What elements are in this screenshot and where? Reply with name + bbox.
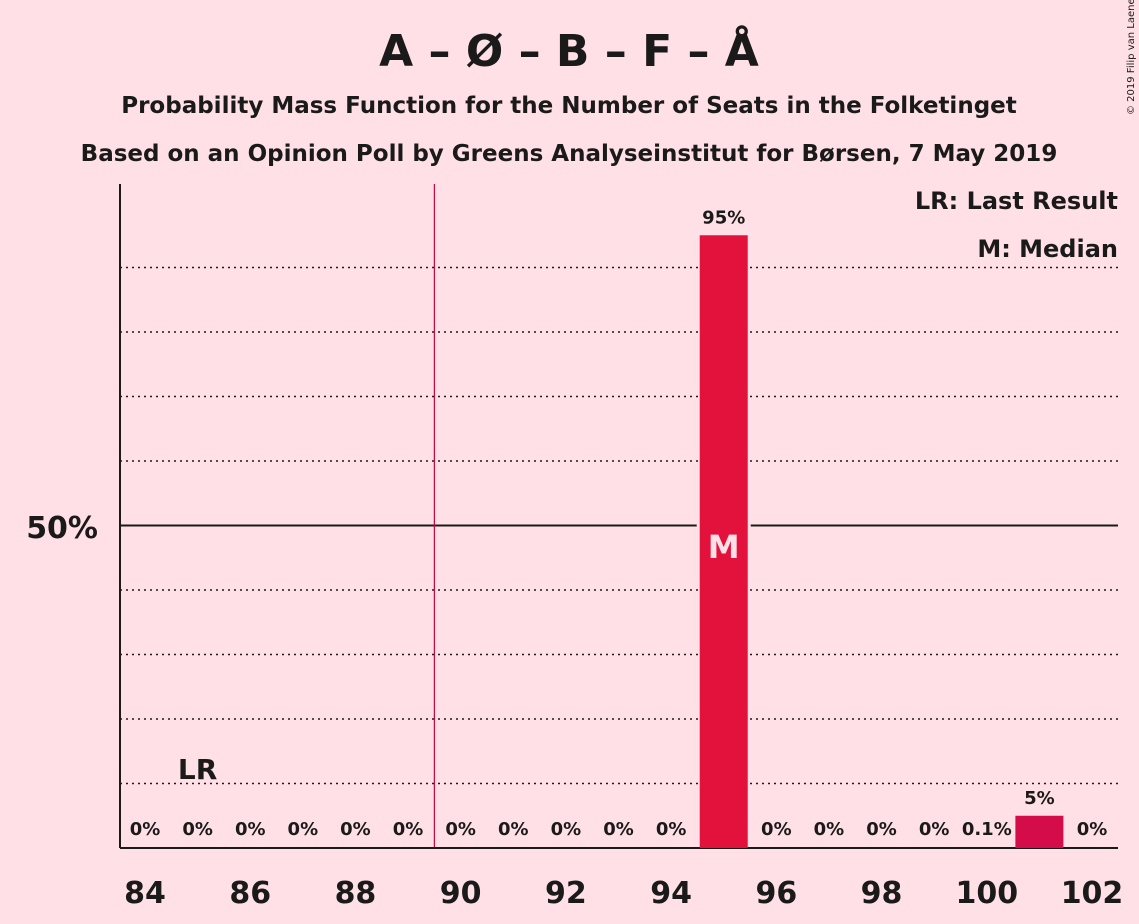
bar-label-84: 0% [130,819,161,840]
bar-label-85: 0% [182,819,213,840]
bar-label-102: 0% [1077,819,1108,840]
chart-subtitle-1: Probability Mass Function for the Number… [121,93,1017,119]
chart-title: A – Ø – B – F – Å [379,24,759,77]
x-tick-label-84: 84 [124,876,166,911]
bars [696,235,1064,848]
bar-label-92: 0% [551,819,582,840]
grid-lines [119,184,1118,849]
x-tick-label-94: 94 [650,876,692,911]
bar-label-96: 0% [761,819,792,840]
bar-label-95: 95% [702,207,745,228]
bar-label-87: 0% [288,819,319,840]
bar-value-labels: 0% 0% 0% 0% 0% 0% 0% 0% 0% 0% 0% 95% 0% 0% 0% 0% 0.1% 5% 0… [130,207,1108,840]
bar-101 [1015,815,1064,848]
x-tick-label-100: 100 [955,876,1018,911]
x-tick-label-98: 98 [861,876,903,911]
bar-label-86: 0% [235,819,266,840]
bar-label-99: 0% [919,819,950,840]
x-tick-label-88: 88 [335,876,377,911]
bar-label-90: 0% [445,819,476,840]
bar-label-97: 0% [814,819,845,840]
copyright-note: © 2019 Filip van Laenen [1126,0,1137,115]
chart-subtitle-2: Based on an Opinion Poll by Greens Analy… [81,141,1058,167]
median-marker: M [708,528,740,566]
x-tick-label-96: 96 [755,876,797,911]
last-result-marker: LR [178,753,217,786]
bar-label-93: 0% [603,819,634,840]
legend-last-result: LR: Last Result [915,187,1118,215]
legend-median: M: Median [977,235,1118,263]
bar-label-100: 0.1% [962,819,1012,840]
bar-label-98: 0% [866,819,897,840]
bar-label-91: 0% [498,819,529,840]
bar-label-94: 0% [656,819,687,840]
x-tick-label-90: 90 [440,876,482,911]
bar-label-101: 5% [1024,788,1055,809]
x-tick-label-92: 92 [545,876,587,911]
x-tick-label-102: 102 [1061,876,1124,911]
bar-95 [699,235,748,848]
bar-label-89: 0% [393,819,424,840]
y-tick-label-50: 50% [26,511,98,546]
x-tick-labels: 84 86 88 90 92 94 96 98 100 102 [124,876,1123,911]
x-tick-label-86: 86 [229,876,271,911]
bar-label-88: 0% [340,819,371,840]
